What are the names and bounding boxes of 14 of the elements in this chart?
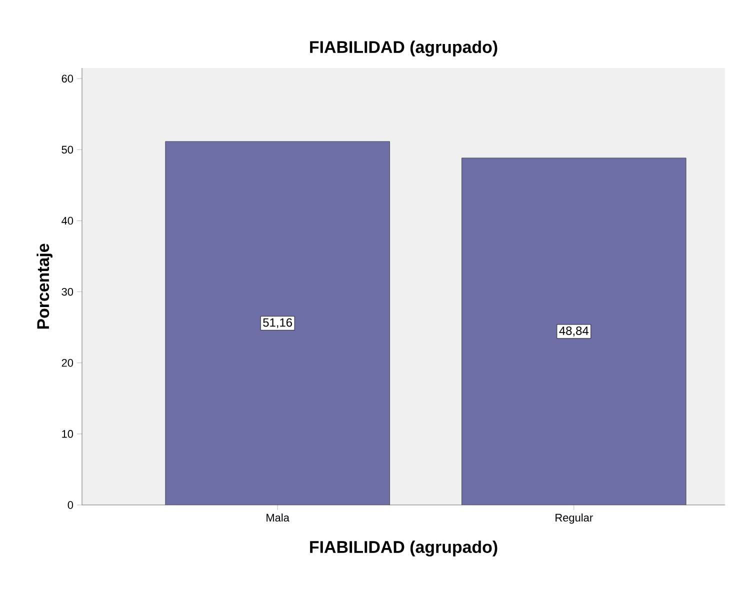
x-tick-label: Mala [266,514,290,522]
y-tick-label: 60 [62,74,74,83]
x-tick-label: Regular [556,514,593,524]
y-tick-label: 40 [62,216,74,225]
y-tick-label: 50 [62,146,74,154]
data-label: 48,84 [559,326,588,336]
x-axis-title: FIABILIDAD (agrupado) [310,540,498,556]
y-tick-label: 10 [62,430,74,438]
y-tick-label: 0 [68,501,74,509]
y-axis-title: Porcentaje [36,244,52,329]
chart-title: FIABILIDAD (agrupado) [310,40,498,56]
y-tick-label: 20 [62,359,74,367]
y-tick-label: 30 [62,288,74,296]
data-label: 51,16 [263,318,292,328]
